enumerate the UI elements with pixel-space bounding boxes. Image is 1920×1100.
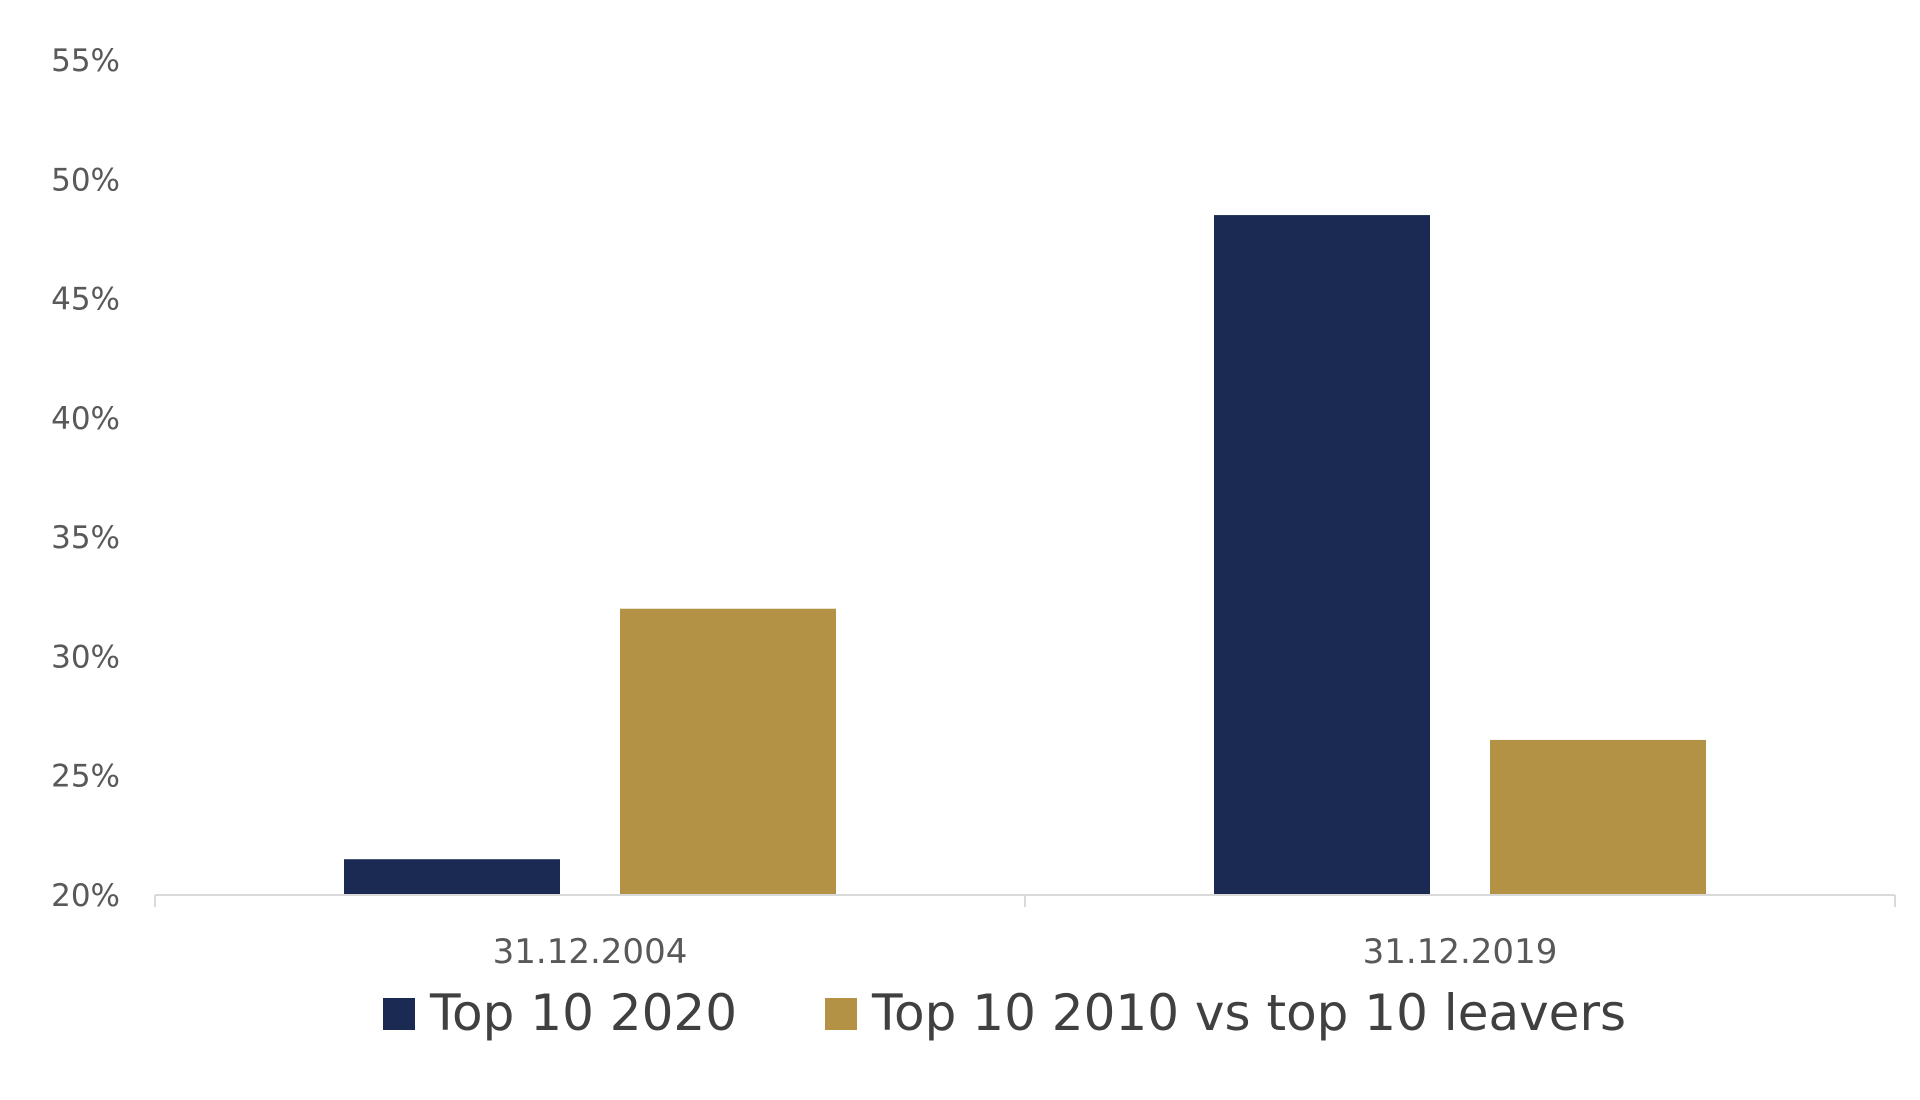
bar-top-10-2010-vs-leavers-1 xyxy=(620,608,836,895)
y-tick-label: 25% xyxy=(51,759,120,795)
legend-label: Top 10 2010 vs top 10 leavers xyxy=(871,984,1626,1042)
legend: Top 10 2020 Top 10 2010 vs top 10 leavers xyxy=(383,984,1626,1042)
y-tick-label: 35% xyxy=(51,520,120,556)
legend-label: Top 10 2020 xyxy=(429,984,737,1042)
legend-swatch xyxy=(383,998,415,1030)
bar-top-10-2020-1 xyxy=(344,859,560,895)
x-category-label: 31.12.2019 xyxy=(1363,932,1558,972)
bar-top-10-2010-vs-leavers-2 xyxy=(1490,739,1706,895)
y-tick-label: 50% xyxy=(51,162,120,198)
x-category-label: 31.12.2004 xyxy=(493,932,688,972)
x-axis xyxy=(154,894,1896,907)
y-tick-label: 20% xyxy=(51,878,120,914)
y-tick-label: 55% xyxy=(51,43,120,79)
bar-top-10-2020-2 xyxy=(1214,215,1430,896)
y-tick-label: 30% xyxy=(51,639,120,675)
legend-swatch xyxy=(825,998,857,1030)
y-tick-label: 45% xyxy=(51,282,120,318)
category-labels: 31.12.2004 31.12.2019 xyxy=(493,932,1558,972)
bars xyxy=(344,215,1706,896)
y-tick-label: 40% xyxy=(51,401,120,437)
y-axis-ticks: 20% 25% 30% 35% 40% 45% 50% 55% xyxy=(51,43,120,914)
